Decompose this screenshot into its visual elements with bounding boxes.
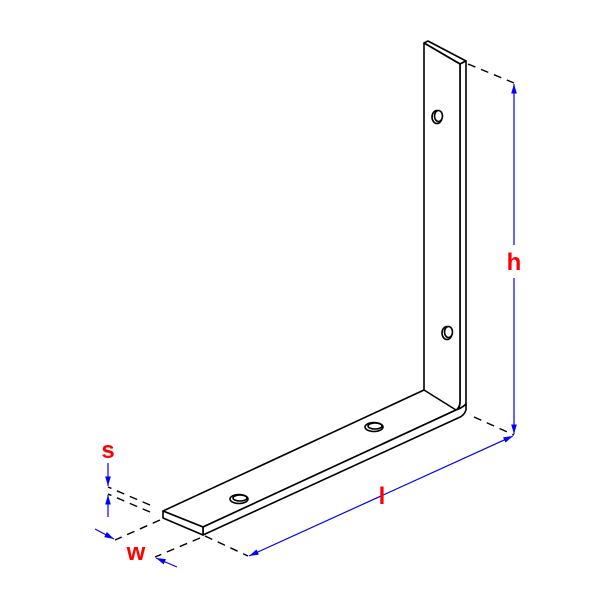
dimension-lines: [94, 84, 517, 568]
hole: [431, 109, 444, 125]
length-label: l: [379, 483, 386, 510]
extension-lines: [107, 63, 515, 558]
angle-bracket: [162, 40, 467, 536]
horizontal-leg-end-face: [162, 510, 204, 536]
hole: [364, 421, 384, 433]
length-dimension-line: [248, 435, 514, 557]
thickness-label: s: [101, 437, 114, 464]
dimension-labels: h l w s: [101, 247, 524, 566]
width-dimension-line: [155, 557, 178, 568]
hole: [229, 493, 249, 505]
hole: [441, 325, 454, 341]
vertical-leg-front-face: [423, 42, 461, 413]
horizontal-leg-front-face: [202, 403, 467, 536]
width-dimension-line: [94, 528, 115, 540]
height-label: h: [507, 249, 522, 276]
width-label: w: [126, 539, 146, 566]
horizontal-leg-top-face: [162, 389, 457, 528]
